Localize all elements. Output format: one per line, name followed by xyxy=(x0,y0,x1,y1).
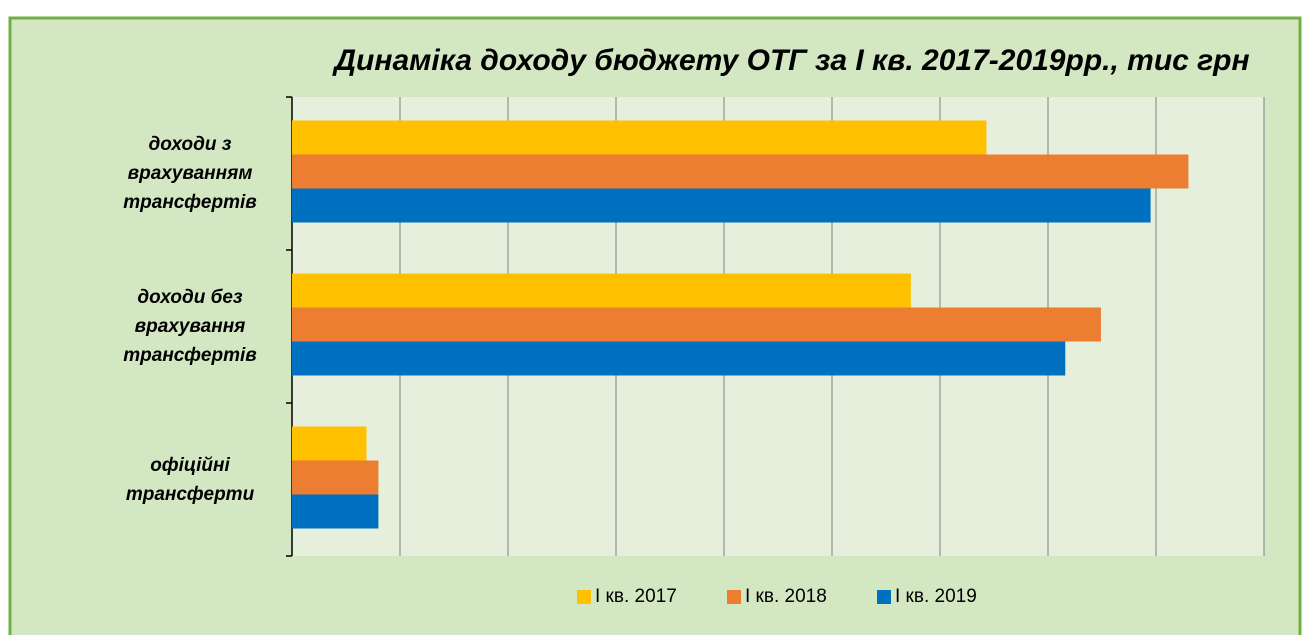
bar xyxy=(292,307,1101,342)
y-tick-label: доходи з врахуванням трансфертів xyxy=(123,134,257,213)
bar xyxy=(292,494,379,529)
y-tick-label: офіційні трансферти xyxy=(125,454,255,505)
bar xyxy=(292,273,911,308)
bar xyxy=(292,154,1189,189)
bar xyxy=(292,460,379,495)
legend-label: І кв. 2019 xyxy=(895,586,977,607)
y-tick-label: доходи без врахування трансфертів xyxy=(123,287,257,366)
legend-swatch xyxy=(727,590,741,604)
legend-swatch xyxy=(877,590,891,604)
legend-swatch xyxy=(577,590,591,604)
legend-label: І кв. 2018 xyxy=(745,586,827,607)
bar xyxy=(292,426,367,461)
bar xyxy=(292,341,1066,376)
chart-title: Динаміка доходу бюджету ОТГ за І кв. 201… xyxy=(331,44,1249,77)
bar xyxy=(292,188,1151,223)
legend-label: І кв. 2017 xyxy=(595,586,677,607)
bar xyxy=(292,120,987,155)
